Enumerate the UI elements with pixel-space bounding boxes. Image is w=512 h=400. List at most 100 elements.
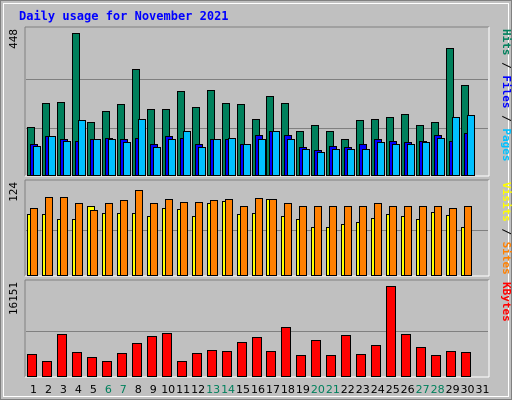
bar-kbytes-day-30 — [461, 352, 471, 377]
bar-pages-day-7 — [123, 142, 131, 176]
day-label-4: 4 — [75, 383, 82, 396]
bar-sites-day-11 — [180, 202, 188, 276]
bar-sites-day-20 — [314, 206, 322, 276]
legend-label: / — [500, 56, 512, 76]
bar-kbytes-day-16 — [252, 337, 262, 377]
bar-sites-day-29 — [449, 208, 457, 276]
legend-label: Visits — [500, 182, 512, 222]
day-label-31: 31 — [476, 383, 490, 396]
bar-sites-day-14 — [225, 199, 233, 276]
day-label-18: 18 — [281, 383, 295, 396]
day-label-26: 26 — [401, 383, 415, 396]
bar-kbytes-day-8 — [132, 343, 142, 377]
bar-sites-day-27 — [419, 206, 427, 276]
bar-pages-day-23 — [362, 149, 370, 176]
bar-pages-day-9 — [153, 147, 161, 176]
bar-kbytes-day-27 — [416, 347, 426, 377]
bar-pages-day-14 — [228, 138, 236, 176]
legend-label: Files — [500, 75, 512, 108]
panel-kbytes-side-legend: KBytes — [500, 282, 512, 322]
bar-pages-day-22 — [347, 149, 355, 176]
day-label-25: 25 — [386, 383, 400, 396]
bar-sites-day-24 — [374, 203, 382, 276]
bar-kbytes-day-18 — [281, 327, 291, 377]
bar-kbytes-day-28 — [431, 355, 441, 377]
bar-kbytes-day-17 — [266, 351, 276, 377]
bar-kbytes-day-10 — [162, 333, 172, 377]
day-label-28: 28 — [431, 383, 445, 396]
chart-inner-border — [3, 3, 509, 397]
day-labels: 1 2 3 4 5 6 7 8 9 10 11 12 13 14 15 16 17 18 19 20 21 22 23 24 2… — [30, 383, 490, 396]
legend-label: Pages — [500, 128, 512, 161]
day-label-27: 27 — [416, 383, 430, 396]
bar-kbytes-day-25 — [386, 286, 396, 377]
bar-pages-day-11 — [183, 131, 191, 176]
panel-visits-sites-ymax-label: 124 — [7, 182, 20, 202]
bar-pages-day-1 — [33, 146, 41, 176]
bar-kbytes-day-22 — [341, 335, 351, 377]
bar-pages-day-5 — [93, 139, 101, 176]
bar-sites-day-4 — [75, 203, 83, 276]
day-label-19: 19 — [296, 383, 310, 396]
chart-title: Daily usage for November 2021 — [19, 9, 229, 23]
day-label-14: 14 — [221, 383, 235, 396]
day-label-8: 8 — [135, 383, 142, 396]
bar-kbytes-day-6 — [102, 361, 112, 377]
bar-kbytes-day-20 — [311, 340, 321, 377]
bar-sites-day-2 — [45, 197, 53, 276]
day-label-10: 10 — [161, 383, 175, 396]
day-label-2: 2 — [45, 383, 52, 396]
bar-sites-day-7 — [120, 200, 128, 276]
day-label-22: 22 — [341, 383, 355, 396]
bar-kbytes-day-3 — [57, 334, 67, 377]
panel-hits-files-pages-side-legend: Hits / Files / Pages — [500, 29, 512, 162]
bar-kbytes-day-14 — [222, 351, 232, 377]
bar-kbytes-day-13 — [207, 350, 217, 377]
bar-sites-day-9 — [150, 203, 158, 276]
bar-pages-day-21 — [332, 149, 340, 176]
day-label-1: 1 — [30, 383, 37, 396]
bar-pages-day-3 — [63, 141, 71, 176]
bar-sites-day-26 — [404, 206, 412, 276]
bar-kbytes-day-26 — [401, 334, 411, 377]
day-label-9: 9 — [150, 383, 157, 396]
day-label-13: 13 — [206, 383, 220, 396]
bar-pages-day-25 — [392, 144, 400, 176]
legend-label: / — [500, 222, 512, 242]
bar-sites-day-3 — [60, 197, 68, 276]
bar-kbytes-day-23 — [356, 354, 366, 377]
bar-pages-day-20 — [317, 152, 325, 176]
bar-pages-day-18 — [287, 139, 295, 176]
bar-pages-day-6 — [108, 139, 116, 176]
day-label-23: 23 — [356, 383, 370, 396]
bar-kbytes-day-29 — [446, 351, 456, 377]
day-label-29: 29 — [446, 383, 460, 396]
bar-kbytes-day-4 — [72, 352, 82, 377]
bar-pages-day-28 — [437, 138, 445, 176]
bar-pages-day-12 — [198, 147, 206, 176]
legend-label: Hits — [500, 29, 512, 56]
day-label-30: 30 — [461, 383, 475, 396]
bar-sites-day-6 — [105, 203, 113, 276]
bar-pages-day-4 — [78, 120, 86, 176]
bar-kbytes-day-9 — [147, 336, 157, 377]
bar-pages-day-15 — [243, 144, 251, 176]
bar-pages-day-27 — [422, 142, 430, 176]
bar-pages-day-19 — [302, 149, 310, 176]
bar-pages-day-30 — [467, 115, 475, 176]
bar-sites-day-30 — [464, 206, 472, 276]
bar-sites-day-18 — [284, 203, 292, 276]
day-label-21: 21 — [326, 383, 340, 396]
panels-layer: 448 Hits / Files / Pages 124 Visits / Sites… — [7, 26, 512, 378]
bar-pages-day-29 — [452, 117, 460, 176]
bar-sites-day-25 — [389, 206, 397, 276]
bar-kbytes-day-7 — [117, 353, 127, 377]
bar-kbytes-day-12 — [192, 353, 202, 377]
day-label-12: 12 — [191, 383, 205, 396]
bar-sites-day-22 — [344, 206, 352, 276]
panel-kbytes-ymax-label: 16151 — [7, 282, 20, 315]
bar-sites-day-5 — [90, 210, 98, 276]
day-label-6: 6 — [105, 383, 112, 396]
bar-kbytes-day-24 — [371, 345, 381, 377]
